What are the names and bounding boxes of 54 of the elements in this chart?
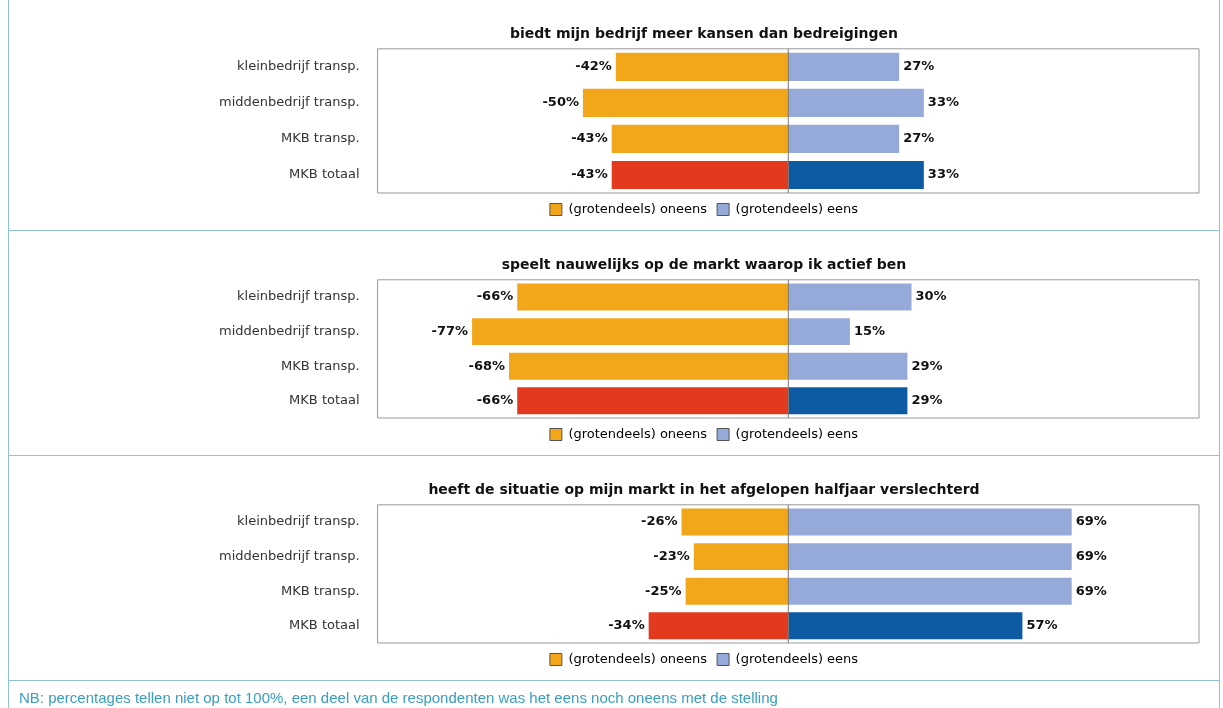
legend-label: (grotendeels) oneens [568,200,708,216]
bar [472,318,789,346]
data-label: 33% [927,166,959,182]
y-tick-label: middenbedrijf transp. [218,548,360,563]
data-label: 30% [915,288,947,304]
legend-label: (grotendeels) oneens [568,650,708,666]
data-label: 69% [1075,513,1107,529]
data-label: -50% [542,94,579,110]
chart-title: speelt nauwelijks op de markt waarop ik actief ben [501,256,907,273]
legend-label: (grotendeels) oneens [568,425,708,441]
y-tick-label: MKB totaal [289,166,360,182]
data-label: -42% [575,58,612,74]
data-label: -43% [571,130,608,146]
data-label: 27% [903,58,935,74]
data-label: -68% [468,357,506,373]
data-label: 57% [1026,617,1058,633]
text: NB: percentages tellen niet op tot 100%, een deel van de respondenten was het eens noch oneens met de stelling [18,688,779,708]
bar [788,283,912,311]
y-tick-label: middenbedrijf transp. [218,323,360,338]
bar [788,318,850,346]
legend-label: (grotendeels) eens [735,425,859,441]
data-label: -43% [571,166,608,182]
y-tick-label: MKB totaal [289,617,360,633]
bar [788,352,908,380]
chart-title: heeft de situatie op mijn markt in het afgelopen halfjaar verslechterd [428,481,980,498]
data-label: 29% [911,392,943,408]
y-tick-label: MKB transp. [280,582,360,598]
data-label: 33% [927,94,959,110]
data-label: -77% [431,323,469,338]
y-tick-label: MKB transp. [280,130,360,146]
data-label: -23% [653,548,690,563]
data-label: -26% [641,513,678,529]
data-label: -66% [476,288,514,304]
data-label: 69% [1075,582,1107,598]
data-label: 29% [911,357,943,373]
legend-label: (grotendeels) eens [735,200,859,216]
bar [788,387,908,415]
data-label: 69% [1075,548,1107,563]
data-label: 15% [853,323,886,338]
data-label: 27% [903,130,935,146]
y-tick-label: MKB totaal [289,392,360,408]
y-tick-label: middenbedrijf transp. [218,94,360,110]
legend-label: (grotendeels) eens [735,650,859,666]
y-tick-label: kleinbedrijf transp. [237,58,360,74]
bar [517,283,789,311]
chart-title: biedt mijn bedrijf meer kansen dan bedreigingen [509,25,899,42]
y-tick-label: MKB transp. [280,357,360,373]
bar [517,387,789,415]
data-label: -34% [608,617,645,633]
data-label: -25% [645,582,682,598]
y-tick-label: kleinbedrijf transp. [237,288,360,304]
y-tick-label: kleinbedrijf transp. [237,513,360,529]
data-label: -66% [476,392,514,408]
bar [509,352,789,380]
